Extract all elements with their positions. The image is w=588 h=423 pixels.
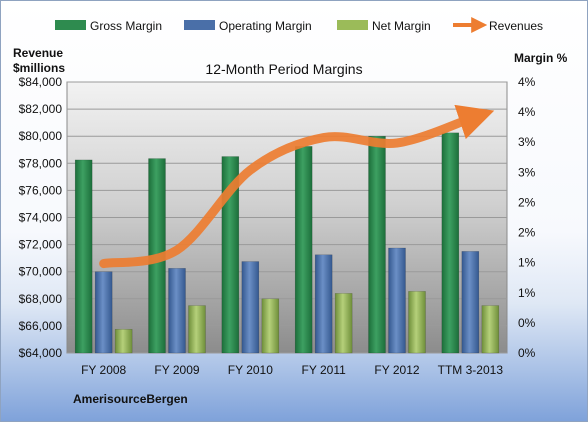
gross-margin-bar [368,135,386,354]
right-tick-label: 0% [518,346,536,360]
legend-swatch-gross-margin [55,20,86,30]
x-tick-label: FY 2010 [228,363,273,377]
right-tick-label: 0% [518,316,536,330]
legend-label-gross-margin: Gross Margin [90,19,162,33]
net-margin-bar [408,291,426,354]
left-axis-ticks: $64,000 $66,000 $68,000 $70,000 $72,000 $74,0… [19,75,63,360]
gross-margin-bar [74,159,93,354]
left-tick-label: $68,000 [19,292,63,306]
net-margin-bar [188,305,206,354]
legend-swatch-operating-margin [184,20,215,30]
right-tick-label: 4% [518,105,536,119]
left-tick-label: $82,000 [19,102,63,116]
left-tick-label: $66,000 [19,319,63,333]
left-tick-label: $64,000 [19,346,63,360]
operating-margin-bar [314,254,333,354]
right-tick-label: 3% [518,135,536,149]
gridlines [67,81,507,354]
operating-margin-bar [168,268,186,354]
x-axis-ticks: FY 2008 FY 2009 FY 2010 FY 2011 FY 2012 TTM 3… [81,363,503,377]
right-axis-title: Margin % [514,51,568,65]
right-tick-label: 3% [518,165,536,179]
legend-label-revenues: Revenues [489,19,543,33]
gross-margin-bar [294,146,313,354]
right-tick-label: 2% [518,226,536,240]
legend: Gross Margin Operating Margin Net Margin… [55,17,543,33]
revenue-line [99,104,495,269]
x-tick-label: FY 2008 [81,363,126,377]
left-tick-label: $80,000 [19,129,63,143]
legend-label-operating-margin: Operating Margin [219,19,312,33]
left-axis-title-line2: $millions [13,61,65,75]
x-tick-label: FY 2009 [154,363,199,377]
gross-margin-bar [221,156,240,354]
x-tick-label: TTM 3-2013 [438,363,504,377]
chart-title: 12-Month Period Margins [205,61,362,77]
legend-swatch-net-margin [337,20,368,30]
net-margin-bar [481,305,500,354]
revenue-line-group [99,104,495,269]
gross-margin-bar [441,132,460,354]
net-margin-bar [114,329,133,354]
net-margin-bar [334,293,353,354]
left-tick-label: $76,000 [19,183,63,197]
operating-margin-bar [241,261,260,354]
operating-margin-bar [388,247,406,354]
operating-margin-bar [94,271,113,354]
operating-margin-bar [461,251,480,354]
company-name: AmerisourceBergen [73,392,188,406]
right-tick-label: 1% [518,286,536,300]
right-tick-label: 1% [518,256,536,270]
right-axis-ticks: 0% 0% 1% 1% 2% 2% 3% 3% 4% 4% [518,75,536,360]
legend-label-net-margin: Net Margin [372,19,431,33]
left-tick-label: $78,000 [19,156,63,170]
net-margin-bar [261,298,280,354]
x-tick-label: FY 2011 [302,363,347,377]
left-axis-title-line1: Revenue [13,46,63,60]
left-tick-label: $74,000 [19,211,63,225]
right-tick-label: 2% [518,195,536,209]
left-tick-label: $72,000 [19,238,63,252]
left-tick-label: $70,000 [19,265,63,279]
right-tick-label: 4% [518,75,536,89]
x-tick-label: FY 2012 [374,363,419,377]
left-tick-label: $84,000 [19,75,63,89]
